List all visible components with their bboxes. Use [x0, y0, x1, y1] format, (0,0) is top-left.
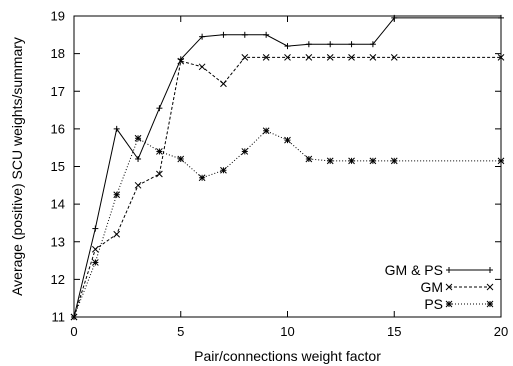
- legend-label: GM & PS: [385, 262, 443, 278]
- data-point: [92, 225, 99, 232]
- data-point: [198, 174, 206, 182]
- data-point: [284, 54, 291, 61]
- data-point: [305, 155, 313, 163]
- y-tick-label: 15: [51, 159, 65, 174]
- data-point: [369, 54, 377, 61]
- legend-entry: GM: [420, 279, 494, 295]
- y-tick-label: 11: [52, 310, 66, 325]
- data-point: [369, 157, 377, 165]
- legend-marker: [445, 300, 453, 308]
- data-point: [348, 157, 355, 165]
- y-tick-label: 16: [51, 121, 65, 136]
- plot-frame: [73, 15, 502, 318]
- data-point: [326, 54, 334, 61]
- data-point: [113, 191, 121, 199]
- data-point: [390, 54, 398, 61]
- data-point: [134, 181, 142, 189]
- legend-entry: GM & PS: [385, 262, 493, 278]
- data-point: [177, 57, 185, 65]
- x-tick-label: 15: [387, 324, 401, 339]
- data-point: [348, 54, 355, 61]
- data-point: [241, 31, 248, 38]
- y-tick-label: 18: [51, 46, 65, 61]
- legend-marker: [445, 283, 453, 291]
- series-2: [70, 54, 505, 321]
- data-point: [390, 157, 398, 165]
- legend-label: PS: [424, 296, 443, 312]
- data-point: [262, 127, 270, 135]
- data-point: [113, 230, 121, 238]
- x-tick-label: 20: [494, 324, 508, 339]
- data-point: [327, 41, 334, 48]
- data-point: [199, 33, 206, 40]
- data-point: [156, 148, 163, 155]
- data-point: [241, 54, 249, 61]
- data-point: [113, 125, 120, 132]
- data-point: [220, 31, 227, 38]
- data-point: [263, 31, 270, 38]
- data-point: [220, 166, 227, 174]
- x-axis-label: Pair/connections weight factor: [194, 348, 381, 364]
- data-point: [284, 136, 291, 144]
- data-point: [262, 54, 270, 61]
- data-point: [241, 148, 249, 155]
- data-point: [284, 43, 291, 50]
- legend-entry: PS: [424, 296, 494, 312]
- y-tick-label: 19: [51, 9, 65, 24]
- data-point: [220, 80, 227, 88]
- data-point: [369, 41, 376, 48]
- data-point: [348, 41, 355, 48]
- data-point: [91, 259, 99, 266]
- data-point: [326, 157, 334, 165]
- data-point: [135, 155, 142, 162]
- y-tick-label: 13: [51, 234, 65, 249]
- data-point: [156, 170, 163, 178]
- axis-ticks: 0 5 10 15 20 11 12 13 14 15 16 17 18 19: [51, 9, 509, 340]
- legend-marker: [487, 267, 493, 273]
- x-tick-label: 10: [280, 324, 294, 339]
- legend-label: GM: [420, 279, 443, 295]
- data-point: [305, 41, 312, 48]
- data-point: [134, 134, 142, 142]
- legend-marker: [486, 300, 494, 308]
- legend-marker: [486, 283, 494, 291]
- y-tick-label: 17: [51, 84, 65, 99]
- x-tick-label: 5: [177, 324, 184, 339]
- y-tick-label: 12: [51, 272, 65, 287]
- data-point: [198, 63, 206, 71]
- y-axis-label: Average (positive) SCU weights/summary: [9, 37, 25, 296]
- data-point: [305, 54, 313, 61]
- x-tick-label: 0: [70, 324, 77, 339]
- data-point: [91, 245, 99, 253]
- data-point: [177, 155, 185, 163]
- data-point: [156, 105, 163, 112]
- legend-marker: [446, 267, 452, 273]
- y-tick-label: 14: [51, 197, 65, 212]
